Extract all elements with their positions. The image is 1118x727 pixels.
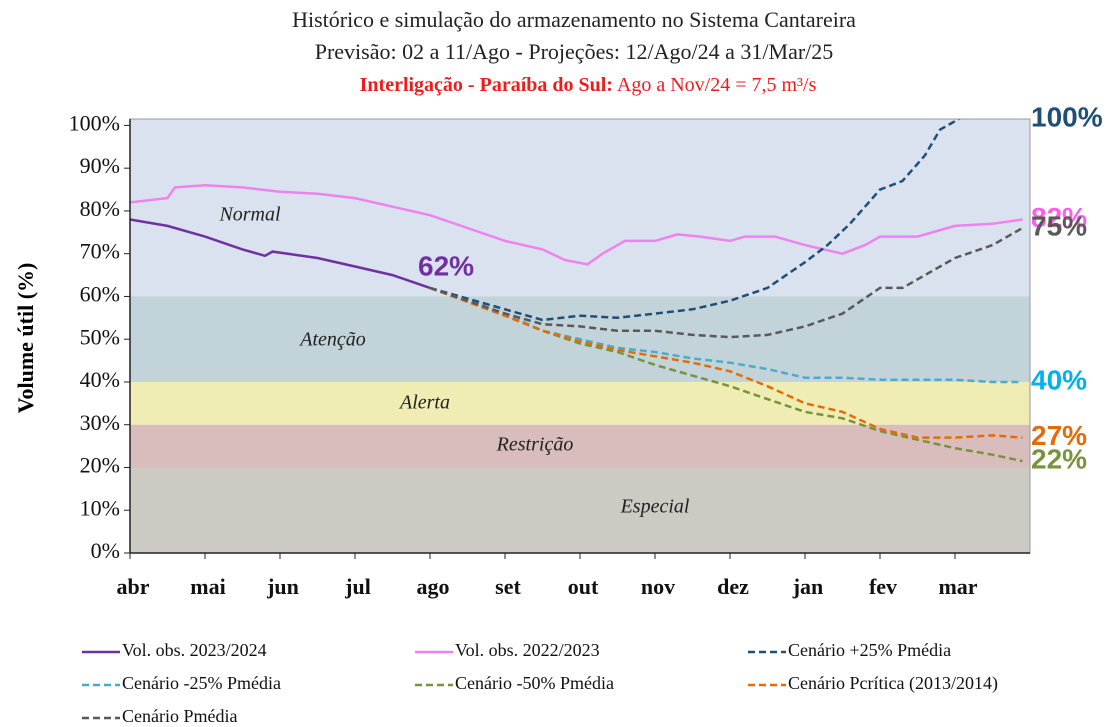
legend-label: Cenário -50% Pmédia: [455, 673, 614, 693]
zone-label: Atenção: [298, 329, 366, 351]
end-label: 40%: [1031, 364, 1087, 395]
x-tick-label: mai: [190, 574, 225, 599]
series-line: [429, 226, 1024, 339]
y-tick-label: 40%: [80, 367, 120, 392]
x-tick-label: jul: [344, 574, 371, 599]
x-tick-label: mar: [938, 574, 977, 599]
zone: [130, 119, 1030, 297]
legend-label: Cenário +25% Pmédia: [788, 640, 951, 660]
series-line: [130, 184, 1023, 266]
y-tick-label: 60%: [80, 281, 120, 306]
y-tick-label: 30%: [80, 410, 120, 435]
zone-label: Normal: [218, 204, 281, 226]
y-tick-label: 70%: [80, 239, 120, 264]
note-text: Ago a Nov/24 = 7,5 m³/s: [617, 74, 817, 96]
zone: [130, 467, 1030, 553]
y-tick-label: 10%: [80, 495, 120, 520]
x-tick-label: set: [495, 574, 521, 599]
x-tick-label: jan: [792, 574, 824, 599]
zone: [130, 381, 1030, 425]
zone-label: Especial: [620, 496, 690, 518]
note-bold: Interligação - Paraíba do Sul:: [360, 74, 613, 96]
legend-label: Vol. obs. 2022/2023: [455, 640, 600, 660]
legend-label: Cenário -25% Pmédia: [122, 673, 281, 693]
series-line: [130, 218, 431, 290]
legend-label: Vol. obs. 2023/2024: [122, 640, 267, 660]
legend-label: Cenário Pcrítica (2013/2014): [788, 673, 998, 694]
y-tick-label: 0%: [91, 538, 120, 563]
end-label: 27%: [1031, 420, 1087, 451]
y-axis-label: Volume útil (%): [13, 263, 38, 414]
zone-label: Alerta: [398, 392, 450, 414]
x-tick-label: dez: [717, 574, 749, 599]
y-tick-label: 80%: [80, 196, 120, 221]
x-tick-label: jun: [266, 574, 299, 599]
end-label: 22%: [1031, 443, 1087, 474]
zones: Normal Atenção Alerta Restrição Especial: [130, 119, 1030, 553]
end-label: 62%: [418, 250, 474, 281]
y-tick-label: 90%: [80, 153, 120, 178]
foreground: 0% 10% 20% 30% 40% 50% 60% 70% 80% 90% 100% abr mai j…: [69, 101, 1103, 726]
series-line: [429, 286, 1023, 463]
legend-label: Cenário Pmédia: [122, 706, 237, 726]
end-label: 82%: [1031, 202, 1087, 233]
x-tick-label: out: [568, 574, 599, 599]
end-label: 75%: [1031, 210, 1087, 241]
y-tick-label: 20%: [80, 453, 120, 478]
series-line: [429, 119, 962, 322]
note: Interligação - Paraíba do Sul: Ago a Nov…: [360, 74, 817, 96]
series-line: [429, 286, 1023, 439]
chart-subtitle: Previsão: 02 a 11/Ago - Projeções: 12/Ag…: [315, 39, 834, 64]
y-tick-label: 100%: [69, 110, 120, 135]
x-tick-label: ago: [417, 574, 450, 599]
y-tick-label: 50%: [80, 324, 120, 349]
lines: [130, 119, 1024, 463]
x-tick-label: fev: [869, 574, 897, 599]
chart-title: Histórico e simulação do armazenamento n…: [292, 7, 856, 32]
zone: [130, 424, 1030, 468]
x-tick-label: abr: [117, 574, 150, 599]
x-tick-label: nov: [641, 574, 675, 599]
zone-label: Restrição: [496, 434, 574, 456]
end-label: 100%: [1031, 101, 1103, 132]
series-line: [429, 286, 1023, 384]
